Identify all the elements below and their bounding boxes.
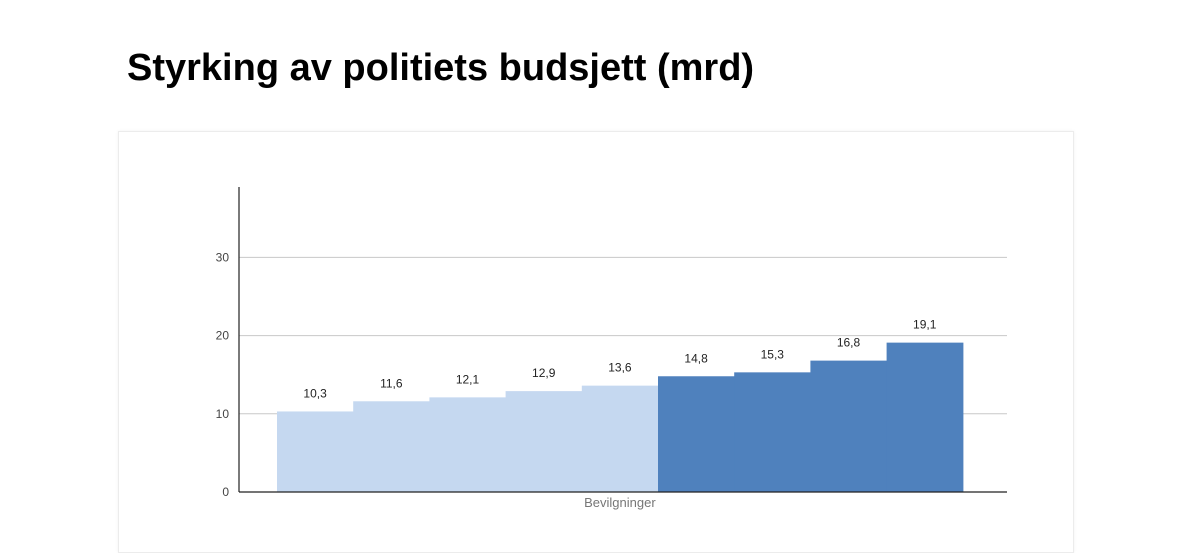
bar-1 (277, 411, 354, 492)
chart-card: 0 10 20 30 10,3 11,6 12,1 12,9 13,6 14,8 15,3 16,8… (118, 131, 1074, 553)
axes: 0 10 20 30 (216, 187, 1007, 499)
bar-value-label: 13,6 (608, 361, 632, 375)
bar-6 (658, 376, 735, 492)
bar-7 (734, 372, 811, 492)
bar-8 (810, 360, 888, 492)
bar-9 (886, 342, 964, 492)
x-axis-title: Bevilgninger (584, 495, 656, 510)
bar-3 (429, 397, 507, 492)
bar-value-label: 15,3 (761, 347, 785, 361)
y-tick-label: 0 (222, 485, 229, 499)
bar-value-label: 12,1 (456, 372, 480, 386)
y-tick-label: 20 (216, 329, 230, 343)
y-tick-label: 30 (216, 250, 230, 264)
bar-value-label: 10,3 (303, 386, 327, 400)
bar-value-label: 14,8 (684, 351, 708, 365)
bar-2 (353, 401, 430, 492)
y-tick-label: 10 (216, 407, 230, 421)
bar-chart: 0 10 20 30 10,3 11,6 12,1 12,9 13,6 14,8 15,3 16,8… (216, 187, 1007, 510)
bar-value-label: 19,1 (913, 318, 937, 332)
page-title: Styrking av politiets budsjett (mrd) (127, 47, 755, 89)
bar-value-label: 16,8 (837, 336, 861, 350)
bar-5 (581, 385, 659, 492)
bar-value-label: 12,9 (532, 366, 556, 380)
value-labels: 10,3 11,6 12,1 12,9 13,6 14,8 15,3 16,8 19,1 (303, 318, 936, 401)
bars (277, 342, 964, 492)
bar-value-label: 11,6 (380, 376, 403, 390)
bar-4 (505, 391, 583, 492)
